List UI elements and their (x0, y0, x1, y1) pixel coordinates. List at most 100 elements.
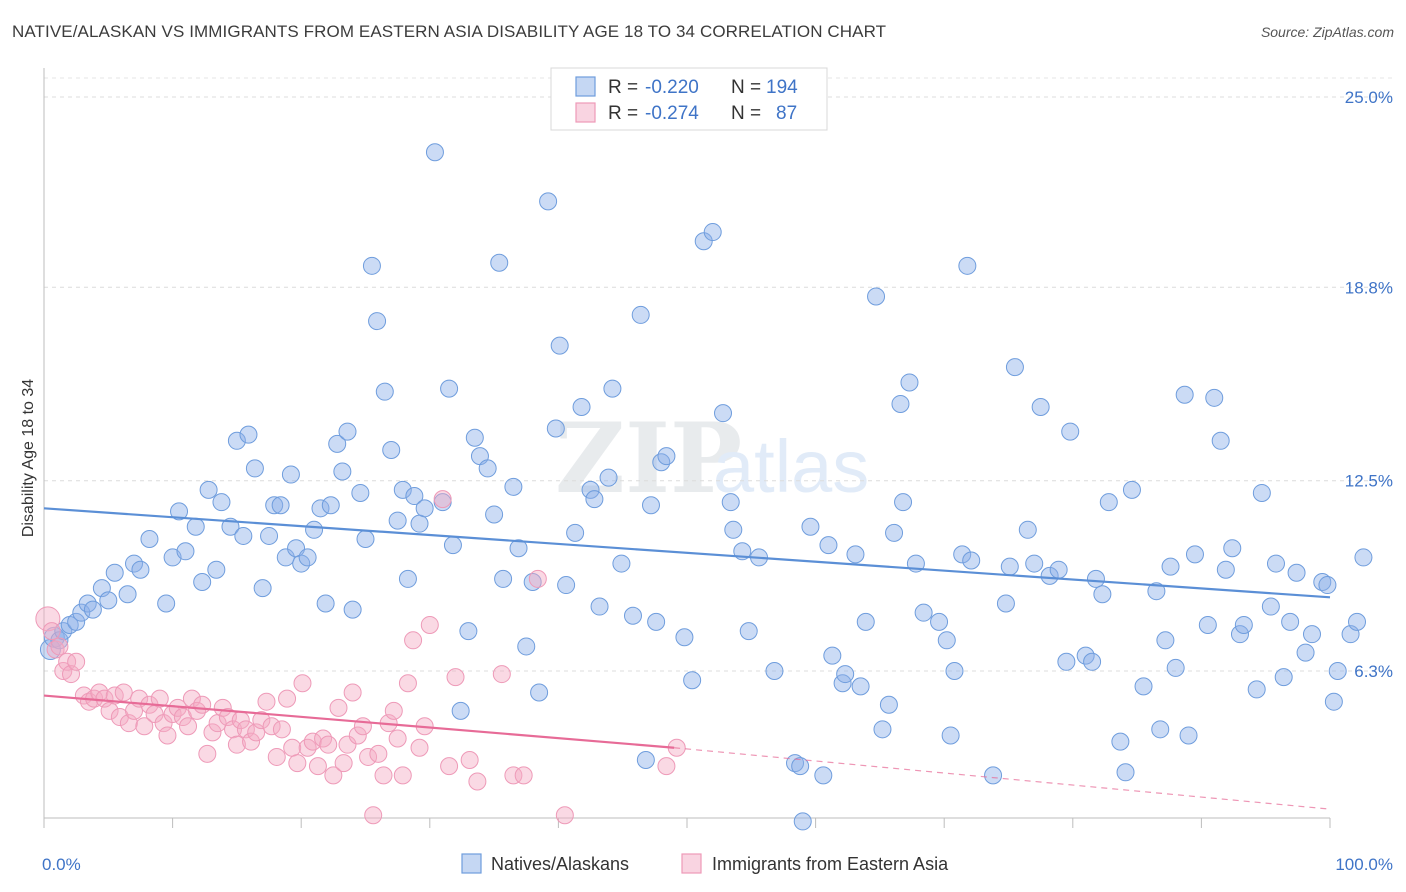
point-s0-184 (1354, 548, 1373, 567)
point-s1-71 (388, 729, 407, 748)
bottom-legend-label-2: Immigrants from Eastern Asia (712, 854, 949, 874)
point-s0-50 (368, 312, 387, 331)
point-s0-71 (504, 477, 523, 496)
point-s0-39 (305, 520, 324, 539)
point-s1-68 (374, 766, 393, 785)
legend-n-value-2: 87 (776, 103, 797, 124)
point-s0-168 (1234, 615, 1253, 634)
point-s0-82 (581, 480, 600, 499)
point-s1-34 (203, 723, 222, 742)
point-s0-109 (801, 517, 820, 536)
trend-line-immigrants (43, 694, 675, 749)
legend-n-value-1: 194 (766, 77, 798, 98)
x-tick-label-1: 100.0% (1335, 855, 1393, 874)
bottom-legend: Natives/Alaskans Immigrants from Eastern… (461, 853, 949, 874)
point-s0-8 (83, 600, 102, 619)
point-s0-117 (856, 612, 875, 631)
legend-swatch-pink (575, 102, 596, 123)
point-s0-98 (703, 223, 722, 242)
point-s1-86 (528, 569, 547, 588)
point-s0-79 (557, 576, 576, 595)
point-s0-47 (351, 483, 370, 502)
point-s0-22 (199, 480, 218, 499)
point-s0-6 (72, 603, 91, 622)
point-s0-69 (490, 253, 509, 272)
point-s0-153 (1134, 677, 1153, 696)
trend-line-immigrants-extension (674, 747, 1331, 810)
point-s0-130 (945, 662, 964, 680)
point-s1-75 (410, 738, 429, 757)
point-s1-70 (384, 701, 403, 720)
point-s1-45 (257, 692, 276, 711)
point-s0-172 (1266, 554, 1285, 573)
point-s0-65 (465, 428, 484, 447)
point-s1-9 (80, 692, 99, 711)
point-s0-120 (879, 695, 898, 714)
point-s0-112 (823, 646, 842, 665)
bottom-legend-label-1: Natives/Alaskans (491, 854, 629, 874)
point-s0-64 (459, 622, 478, 641)
gridlines (44, 77, 1392, 672)
point-s0-59 (425, 143, 444, 162)
point-s0-161 (1185, 545, 1204, 564)
point-s0-81 (572, 398, 591, 417)
point-s0-31 (260, 526, 279, 545)
point-s0-152 (1122, 480, 1141, 499)
point-s1-42 (242, 732, 261, 751)
point-s0-148 (1093, 585, 1112, 604)
point-s0-141 (1040, 566, 1059, 585)
point-s0-167 (1230, 625, 1249, 644)
point-s0-75 (530, 683, 549, 702)
point-s1-47 (267, 747, 286, 766)
point-s0-135 (996, 594, 1015, 613)
point-s0-51 (375, 382, 394, 401)
point-s0-16 (157, 594, 176, 613)
point-s0-14 (131, 560, 150, 579)
point-s1-7 (67, 652, 86, 671)
axes (43, 68, 1331, 828)
point-s1-51 (288, 754, 307, 773)
point-s0-170 (1252, 483, 1271, 502)
point-s0-103 (739, 622, 758, 641)
point-s1-25 (158, 726, 177, 745)
point-s0-40 (311, 499, 330, 518)
point-s1-33 (198, 744, 217, 763)
point-s0-72 (509, 539, 528, 558)
legend: R = -0.220 N = 194 R = -0.274 N = 87 (550, 67, 828, 131)
legend-swatch-blue (575, 76, 596, 97)
point-s1-60 (334, 754, 353, 773)
point-s1-67 (369, 744, 388, 763)
point-s0-142 (1049, 560, 1068, 579)
point-s0-114 (836, 665, 855, 684)
point-s0-122 (891, 394, 910, 413)
point-s0-77 (546, 419, 565, 438)
point-s0-92 (647, 612, 666, 631)
point-s1-88 (657, 757, 676, 776)
point-s0-169 (1247, 680, 1266, 699)
point-s0-63 (451, 701, 470, 720)
point-s0-110 (814, 766, 833, 785)
point-s0-140 (1031, 398, 1050, 417)
point-s0-151 (1116, 763, 1135, 782)
point-s0-118 (867, 287, 886, 306)
trend-lines (43, 507, 1331, 810)
point-s1-87 (555, 806, 574, 825)
point-s0-131 (953, 545, 972, 564)
tick-labels: 6.3% 12.5% 18.8% 25.0% 0.0% 100.0% (42, 88, 1393, 874)
point-s0-19 (176, 542, 195, 561)
bottom-legend-swatch-pink (681, 853, 702, 874)
point-s1-50 (283, 738, 302, 757)
point-s0-171 (1261, 597, 1280, 616)
point-s0-115 (846, 545, 865, 564)
point-s1-36 (213, 698, 232, 717)
point-s0-73 (517, 637, 536, 656)
point-s1-72 (393, 766, 412, 785)
point-s1-29 (179, 717, 198, 736)
legend-r-value-2: -0.274 (645, 103, 699, 124)
point-s0-20 (186, 517, 205, 536)
point-s0-68 (485, 505, 504, 524)
point-s0-61 (440, 379, 459, 398)
point-s0-34 (276, 548, 295, 567)
point-s0-164 (1211, 431, 1230, 450)
point-s0-84 (590, 597, 609, 616)
